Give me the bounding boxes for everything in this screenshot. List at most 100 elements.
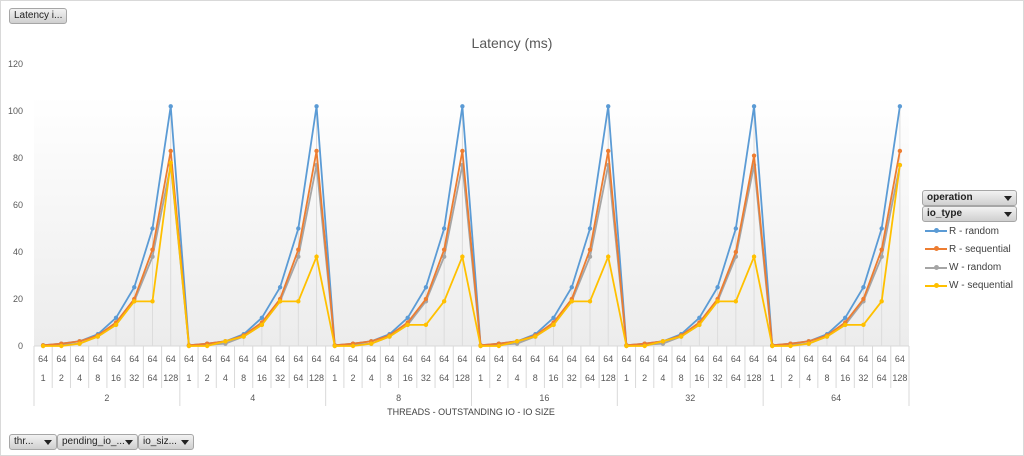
data-point [842, 315, 848, 320]
io-size-tick-label: 64 [184, 354, 194, 364]
outstanding-io-tick-label: 64 [585, 373, 595, 383]
outstanding-io-tick-label: 16 [549, 373, 559, 383]
data-point [569, 299, 574, 304]
legend-item: R - sequential [925, 242, 1011, 256]
data-point [423, 296, 429, 302]
outstanding-io-tick-label: 16 [840, 373, 850, 383]
data-point [533, 334, 538, 339]
outstanding-io-tick-label: 2 [351, 373, 356, 383]
data-point [314, 148, 319, 154]
data-point [551, 322, 556, 328]
data-point [441, 226, 447, 231]
outstanding-io-tick-label: 32 [421, 373, 431, 383]
outstanding-io-tick-label: 64 [731, 373, 741, 383]
pending-io-filter-button[interactable]: pending_io_... [57, 434, 138, 450]
outstanding-io-tick-label: 8 [679, 373, 684, 383]
io-size-tick-label: 64 [621, 354, 631, 364]
series-line-w-sequential [43, 162, 901, 347]
io-size-tick-label: 64 [384, 354, 394, 364]
data-point [113, 322, 119, 328]
dropdown-arrow-icon [44, 440, 52, 445]
data-point [897, 148, 903, 154]
io-size-tick-label: 64 [858, 354, 868, 364]
chart-title: Latency (ms) [472, 35, 553, 51]
legend-item: R - random [925, 224, 999, 238]
data-point [879, 254, 884, 259]
data-point [296, 299, 301, 304]
outstanding-io-tick-label: 2 [205, 373, 210, 383]
threads-label: thr... [14, 436, 34, 447]
data-point [678, 334, 684, 339]
y-tick-label: 60 [13, 200, 23, 210]
thread-group-label: 16 [539, 393, 549, 403]
data-point [168, 104, 173, 109]
data-point [715, 299, 720, 304]
data-point [897, 104, 903, 109]
outstanding-io-tick-label: 128 [892, 373, 907, 383]
data-point [788, 343, 793, 349]
io-size-tick-label: 64 [220, 354, 230, 364]
outstanding-io-tick-label: 1 [41, 373, 46, 383]
io-size-tick-label: 64 [786, 354, 796, 364]
io-size-tick-label: 64 [312, 354, 322, 364]
data-point [861, 322, 866, 328]
io-size-tick-label: 64 [348, 354, 358, 364]
outstanding-io-tick-label: 128 [455, 373, 470, 383]
data-point [551, 315, 556, 320]
data-point [441, 247, 447, 252]
latency-field-button[interactable]: Latency i... [9, 8, 68, 24]
io-type-filter-button[interactable]: io_type [922, 206, 1017, 222]
outstanding-io-tick-label: 2 [788, 373, 793, 383]
data-point [606, 148, 611, 154]
io-size-tick-label: 64 [877, 354, 887, 364]
data-point [441, 254, 447, 259]
io-type-label: io_type [927, 208, 963, 219]
outstanding-io-tick-label: 4 [806, 373, 811, 383]
outstanding-io-tick-label: 8 [95, 373, 100, 383]
threads-filter-button[interactable]: thr... [9, 434, 57, 450]
io-size-tick-label: 64 [166, 354, 176, 364]
outstanding-io-tick-label: 128 [309, 373, 324, 383]
data-point [587, 226, 593, 231]
data-point [296, 247, 301, 252]
io-size-label: io_siz... [143, 436, 177, 447]
data-point [314, 254, 319, 259]
data-point [150, 226, 155, 231]
outstanding-io-tick-label: 64 [147, 373, 157, 383]
io-size-tick-label: 64 [731, 354, 741, 364]
outstanding-io-tick-label: 4 [660, 373, 665, 383]
io-size-tick-label: 64 [330, 354, 340, 364]
outstanding-io-tick-label: 16 [257, 373, 267, 383]
data-point [132, 299, 137, 304]
data-point [733, 299, 739, 304]
io-size-tick-label: 64 [549, 354, 559, 364]
thread-group-label: 32 [685, 393, 695, 403]
data-point [624, 343, 629, 349]
io-size-tick-label: 64 [840, 354, 850, 364]
data-point [606, 254, 611, 259]
operation-filter-button[interactable]: operation [922, 190, 1017, 206]
data-point [168, 148, 173, 154]
data-point [842, 322, 848, 328]
data-point [387, 334, 392, 339]
outstanding-io-tick-label: 4 [515, 373, 520, 383]
io-size-tick-label: 64 [585, 354, 595, 364]
io-size-tick-label: 64 [403, 354, 413, 364]
data-point [897, 162, 903, 168]
outstanding-io-tick-label: 1 [332, 373, 337, 383]
outstanding-io-tick-label: 128 [163, 373, 178, 383]
io-size-tick-label: 64 [366, 354, 376, 364]
data-point [59, 343, 64, 349]
data-point [150, 247, 155, 252]
data-point [204, 343, 210, 349]
io-size-filter-button[interactable]: io_siz... [138, 434, 194, 450]
data-point [770, 343, 775, 349]
data-point [77, 341, 82, 346]
data-point [460, 148, 465, 154]
io-size-tick-label: 64 [494, 354, 504, 364]
outstanding-io-tick-label: 16 [403, 373, 413, 383]
legend-line-marker-icon [925, 264, 947, 270]
data-point [296, 254, 301, 259]
io-size-tick-label: 64 [38, 354, 48, 364]
